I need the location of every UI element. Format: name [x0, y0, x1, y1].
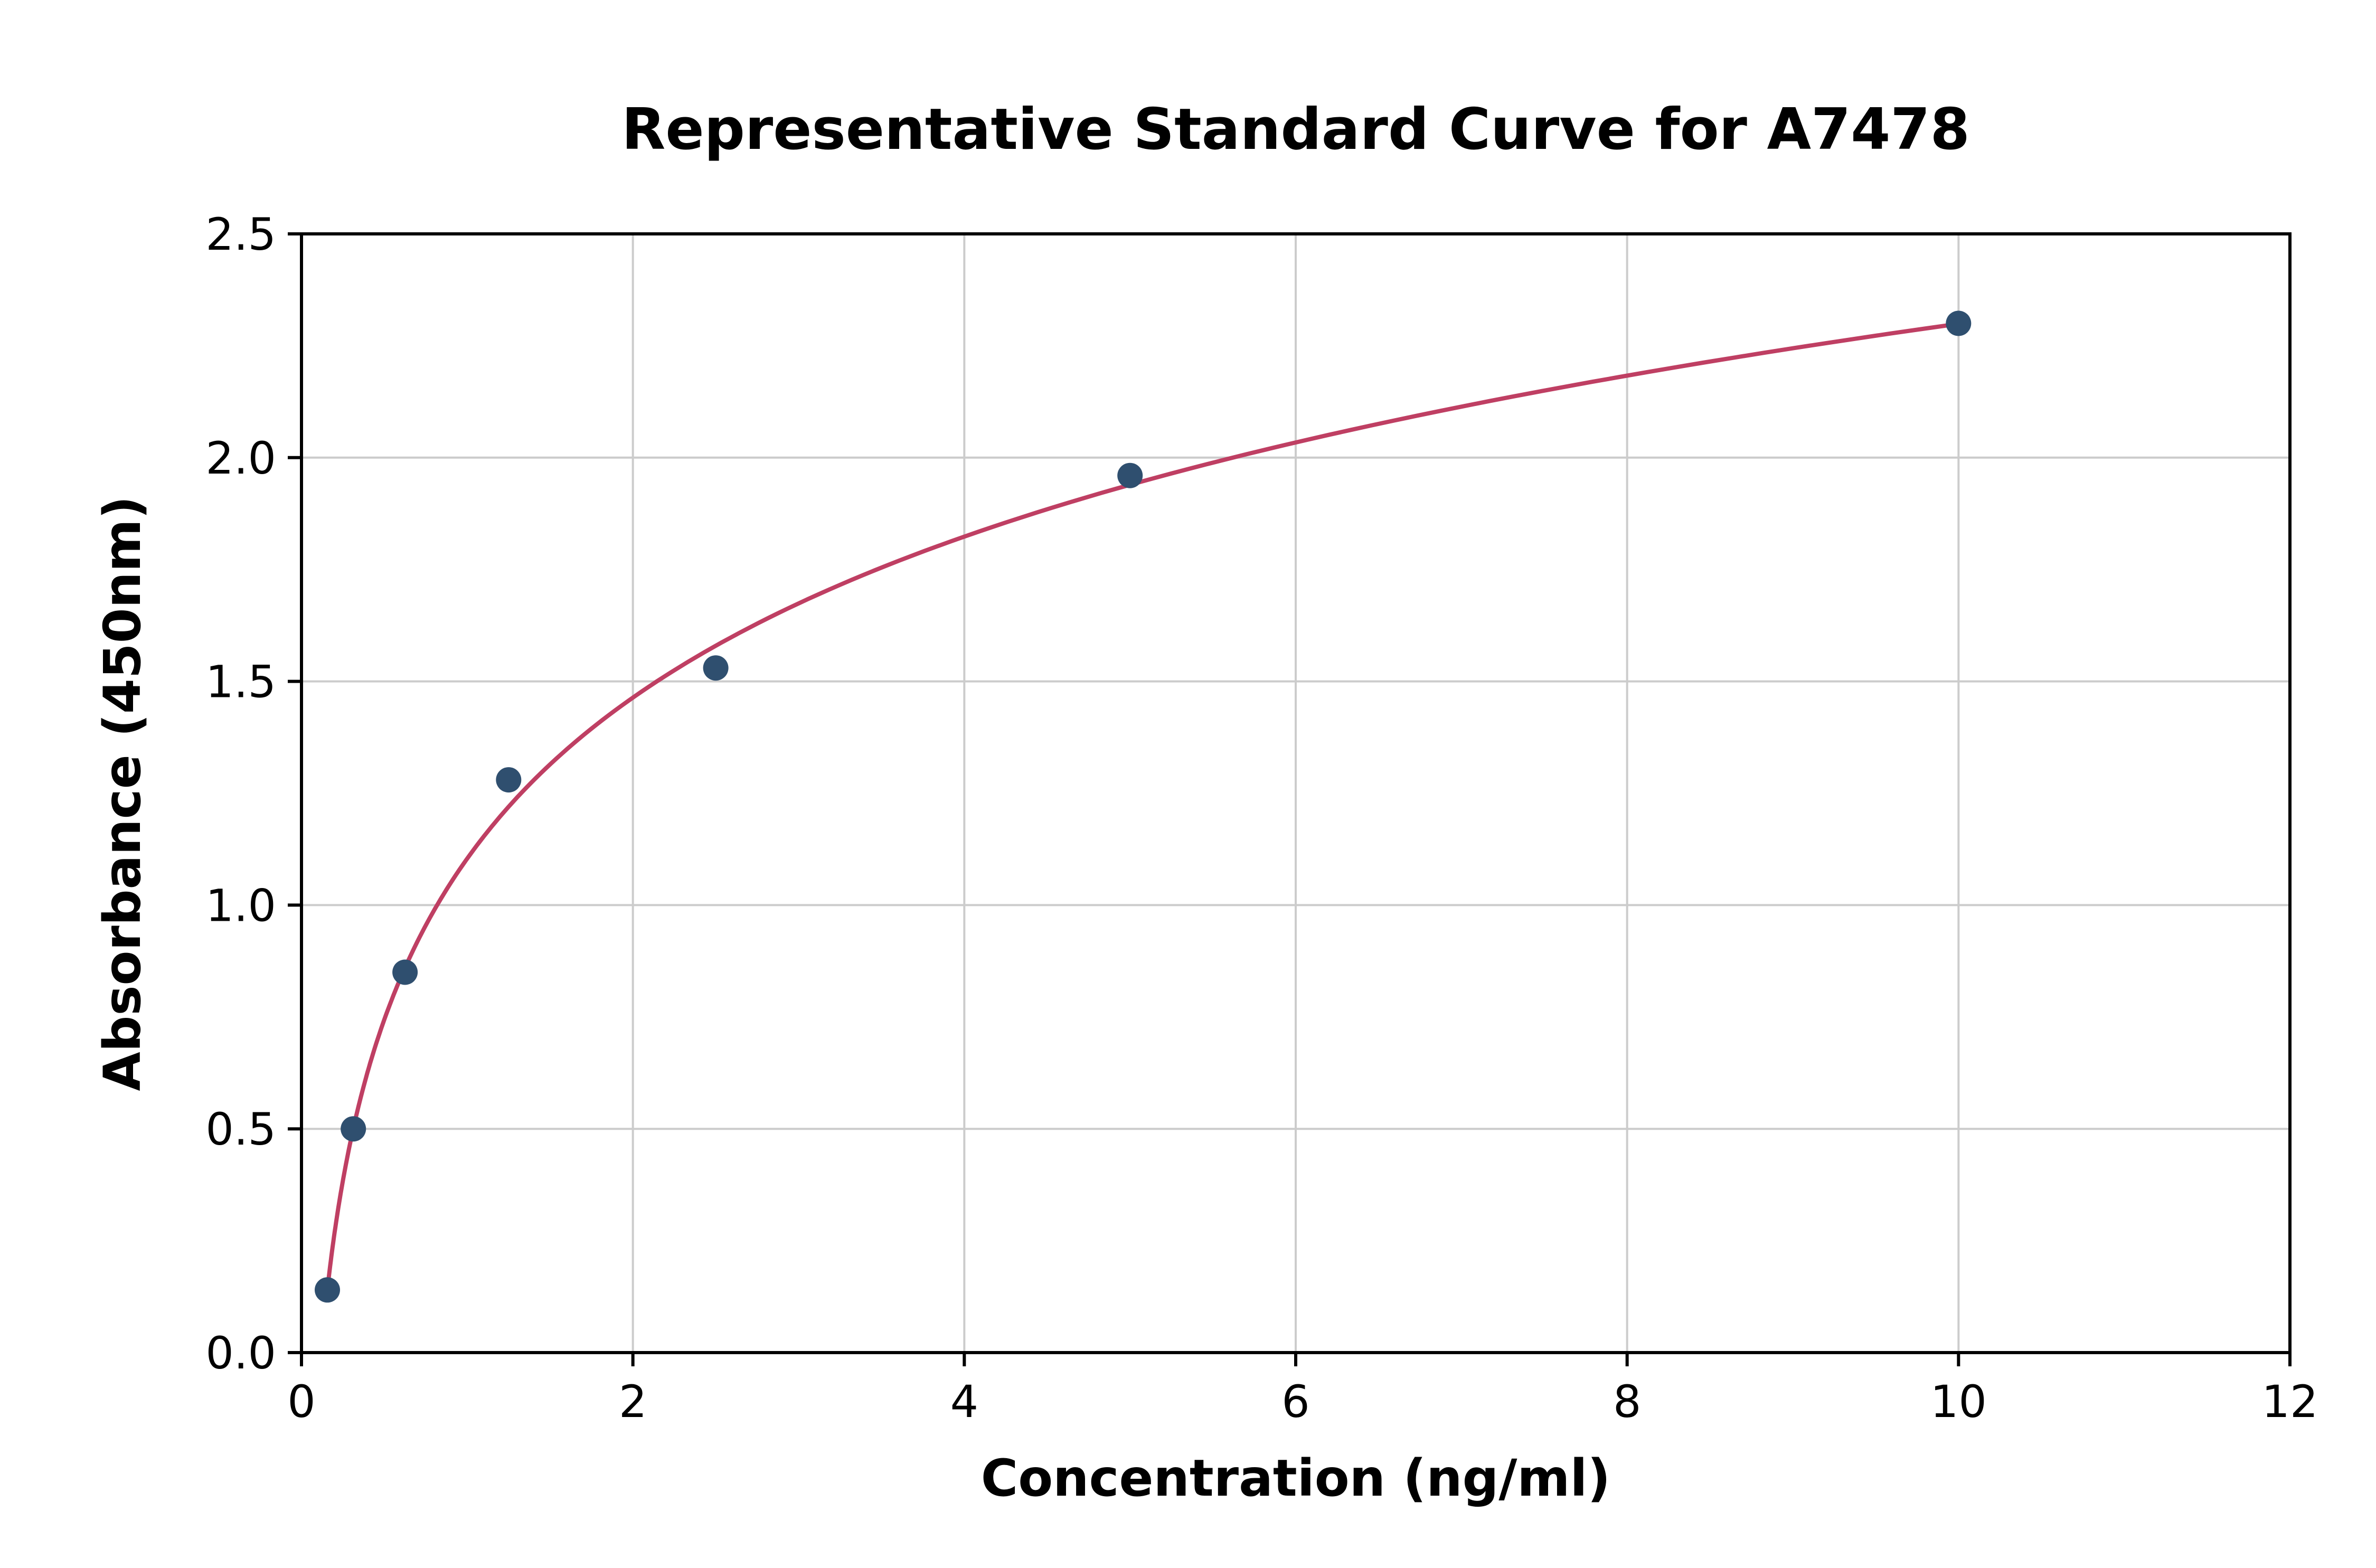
data-point: [496, 767, 522, 793]
y-tick-label: 1.5: [205, 656, 276, 708]
x-tick-label: 10: [1930, 1376, 1987, 1428]
y-tick-label: 2.5: [205, 209, 276, 260]
x-tick-label: 4: [950, 1376, 978, 1428]
y-tick-label: 1.0: [205, 880, 276, 931]
x-tick-label: 2: [619, 1376, 647, 1428]
x-tick-label: 6: [1281, 1376, 1309, 1428]
chart-title: Representative Standard Curve for A7478: [621, 97, 1970, 163]
data-point: [392, 959, 418, 985]
y-tick-label: 2.0: [205, 432, 276, 484]
y-tick-label: 0.0: [205, 1327, 276, 1379]
x-tick-label: 0: [287, 1376, 315, 1428]
data-point: [1117, 462, 1143, 488]
data-point: [1946, 310, 1972, 336]
fit-curve: [325, 322, 1961, 1292]
x-tick-label: 8: [1613, 1376, 1641, 1428]
x-axis-label: Concentration (ng/ml): [980, 1449, 1611, 1508]
y-tick-label: 0.5: [205, 1103, 276, 1155]
x-tick-label: 12: [2262, 1376, 2318, 1428]
data-point: [341, 1116, 366, 1142]
data-point: [315, 1277, 340, 1303]
data-point: [703, 655, 729, 681]
